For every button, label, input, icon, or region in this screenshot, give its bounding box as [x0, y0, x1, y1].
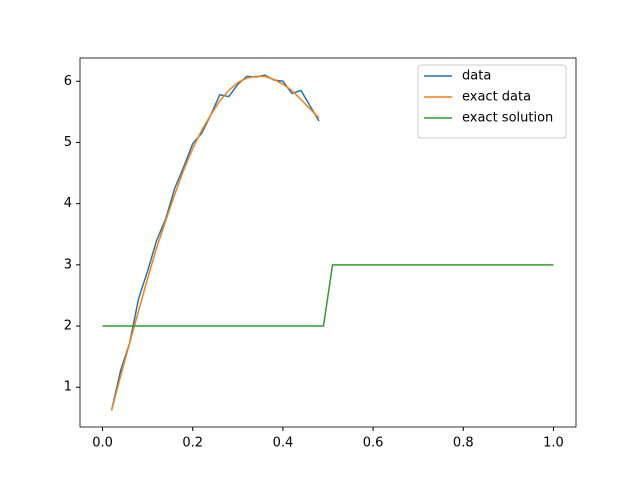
y-tick-label: 2 — [64, 319, 72, 334]
y-tick-label: 1 — [64, 380, 72, 395]
plot-frame — [79, 57, 577, 428]
legend-label: exact data — [462, 90, 531, 105]
y-tick-label: 3 — [64, 257, 72, 272]
x-tick-label: 0.0 — [92, 436, 113, 451]
legend-label: data — [462, 69, 491, 84]
series-line — [110, 75, 320, 411]
y-tick-label: 4 — [64, 196, 72, 211]
y-tick-label: 5 — [64, 135, 72, 150]
legend-label: exact solution — [462, 111, 553, 126]
x-tick-label: 0.8 — [453, 436, 474, 451]
series-line — [102, 264, 554, 327]
x-tick-label: 0.6 — [363, 436, 384, 451]
legend-box — [417, 64, 567, 139]
series-line — [110, 74, 320, 411]
x-tick-label: 0.2 — [182, 436, 203, 451]
x-tick-label: 1.0 — [543, 436, 564, 451]
y-tick-label: 6 — [64, 74, 72, 89]
x-tick-label: 0.4 — [273, 436, 294, 451]
